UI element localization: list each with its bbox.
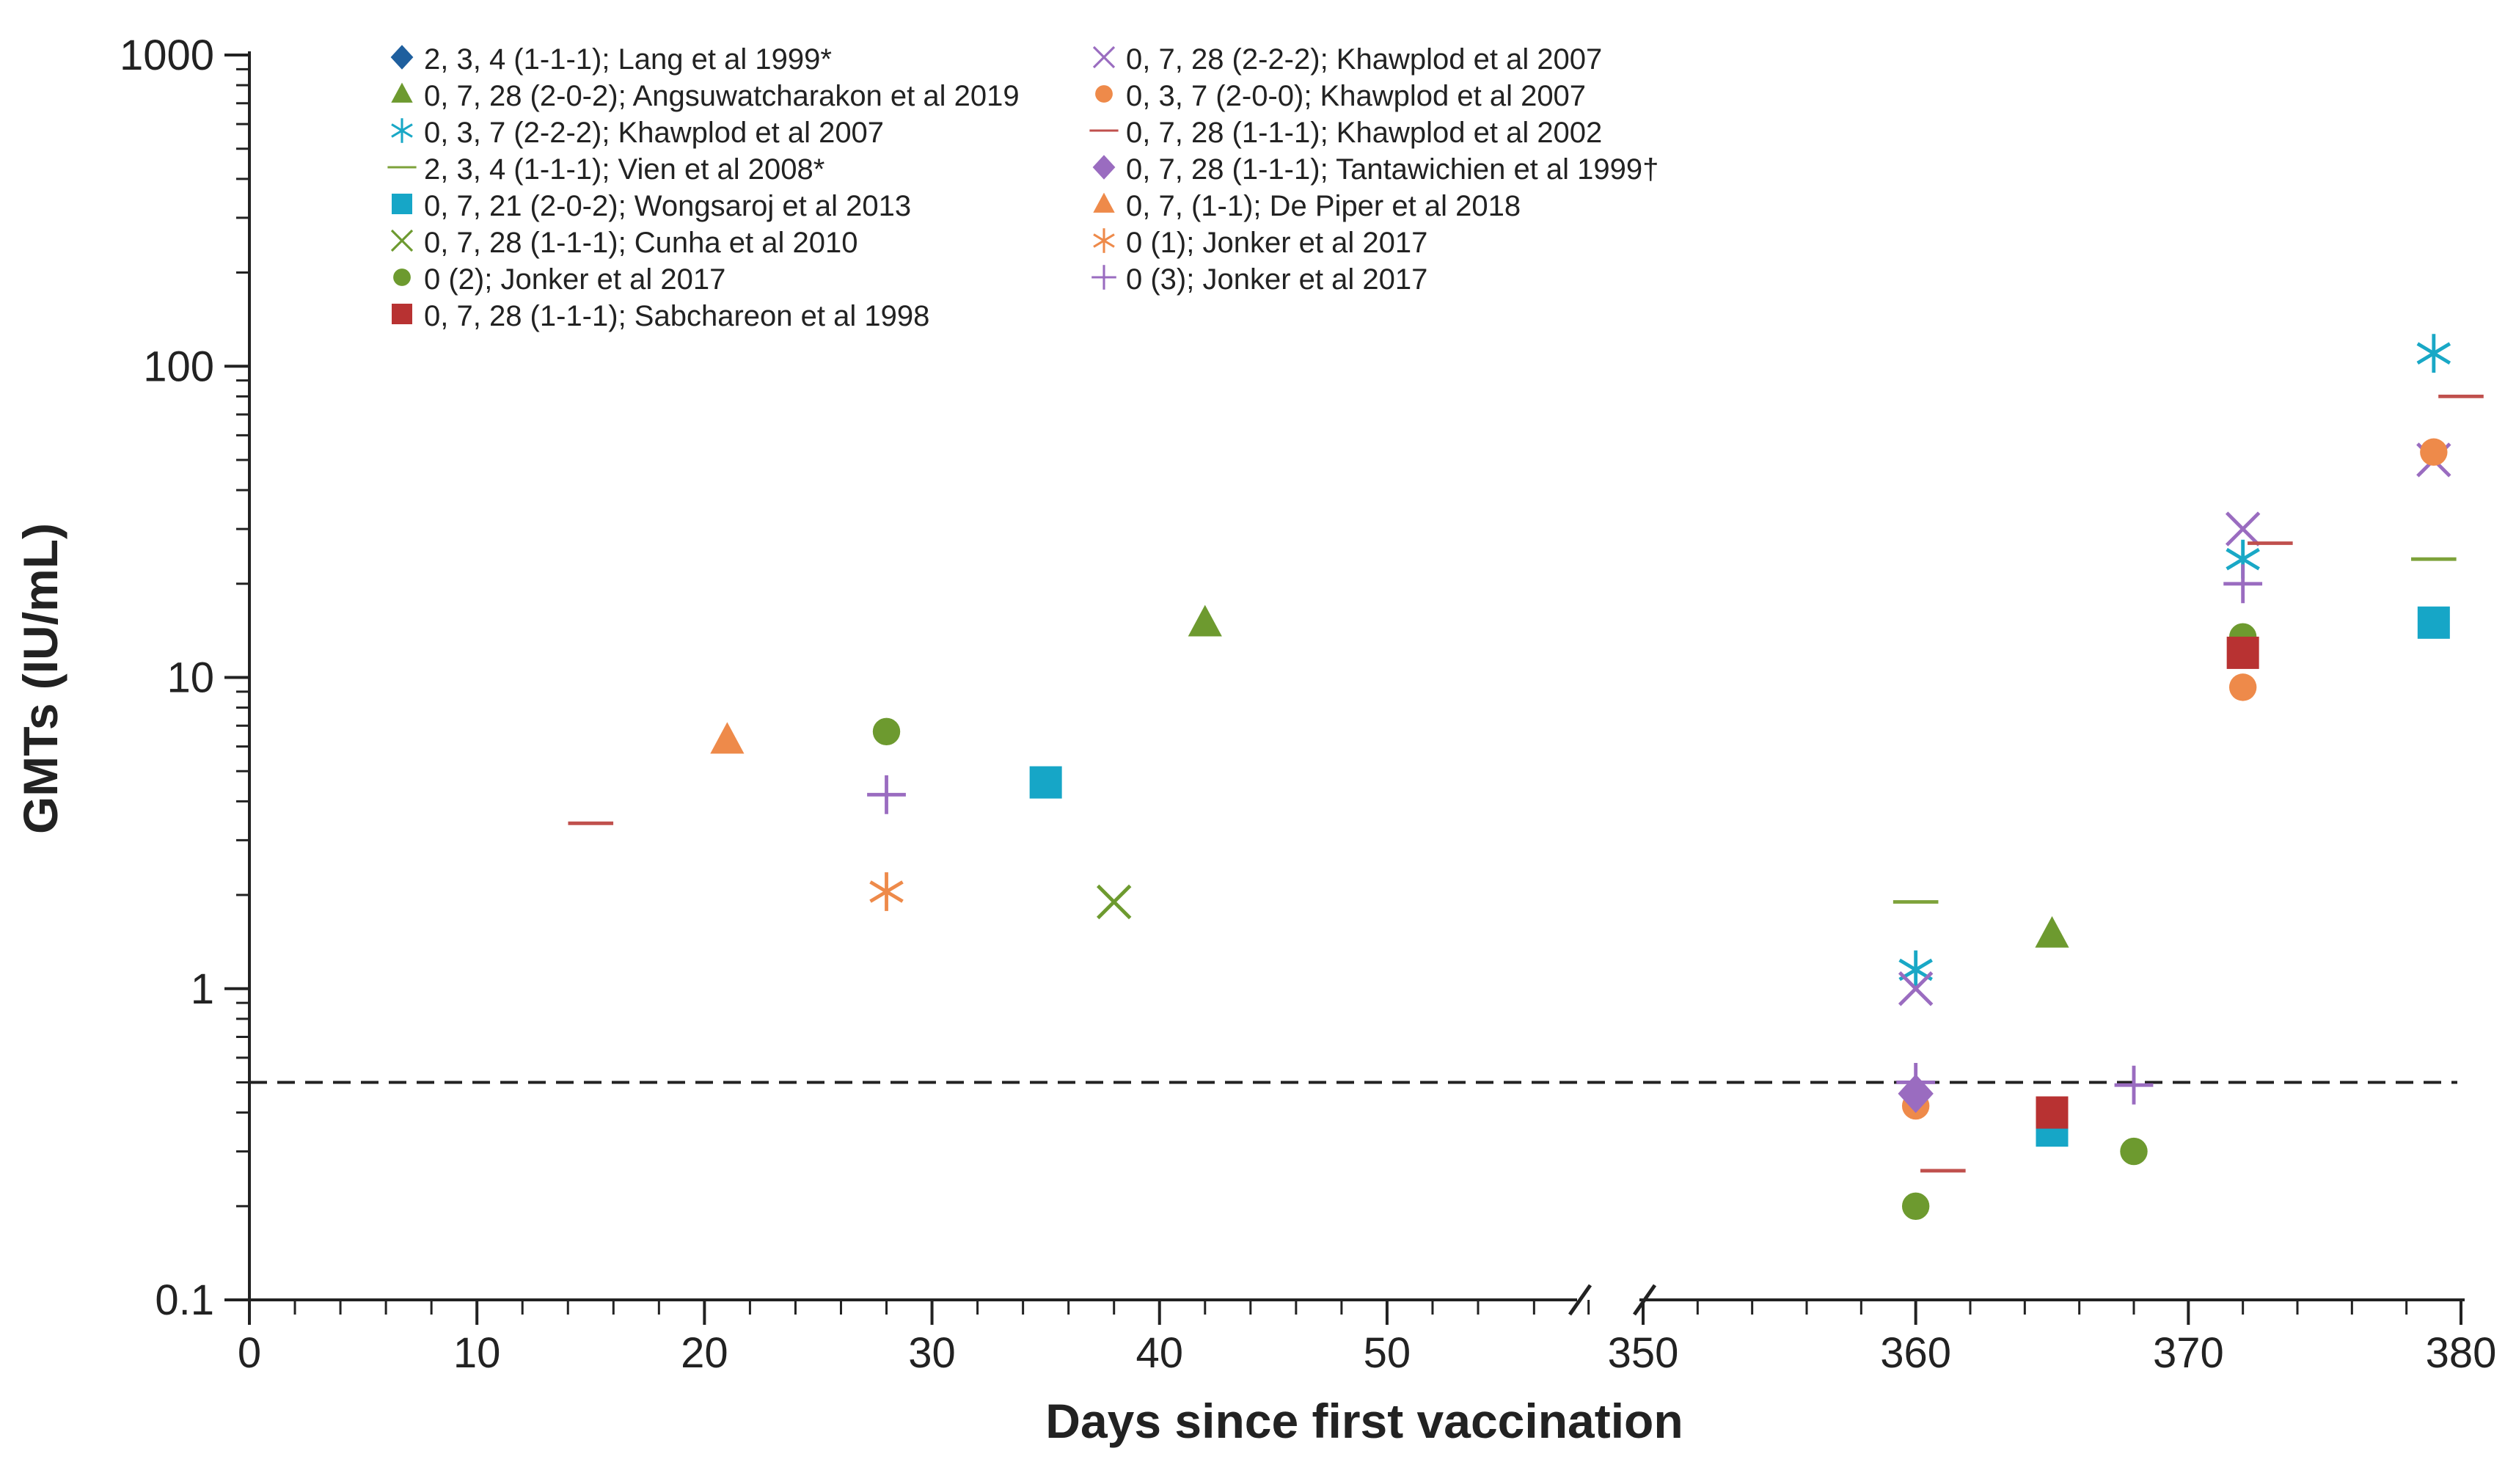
legend-entry: 0, 7, 28 (1-1-1); Khawplod et al 2002 <box>1126 117 1602 149</box>
legend-entry: 0, 7, (1-1); De Piper et al 2018 <box>1126 190 1521 222</box>
legend-entry: 0, 7, 21 (2-0-2); Wongsaroj et al 2013 <box>424 190 911 222</box>
x-axis-label: Days since first vaccination <box>1045 1394 1683 1448</box>
data-point <box>1029 766 1062 799</box>
data-point <box>1901 1192 1930 1220</box>
y-tick-label: 1 <box>191 965 214 1013</box>
legend-marker <box>390 229 414 252</box>
legend-entry: 2, 3, 4 (1-1-1); Vien et al 2008* <box>424 153 824 186</box>
legend-marker <box>1092 155 1116 180</box>
x-tick-label: 350 <box>1608 1329 1679 1377</box>
data-point <box>710 722 745 754</box>
data-point <box>2223 564 2263 604</box>
x-tick-label: 380 <box>2426 1329 2497 1377</box>
legend-entry: 0 (2); Jonker et al 2017 <box>424 263 725 296</box>
legend-marker <box>1093 228 1115 253</box>
legend-entry: 0, 7, 28 (2-2-2); Khawplod et al 2007 <box>1126 43 1602 76</box>
legend-entry: 0, 7, 28 (1-1-1); Tantawichien et al 199… <box>1126 153 1659 186</box>
data-point <box>2036 1096 2069 1129</box>
data-point <box>2416 334 2451 373</box>
legend: 2, 3, 4 (1-1-1); Lang et al 1999* 0, 7, 2… <box>387 43 1659 332</box>
data-point <box>872 717 901 745</box>
data-point <box>1898 971 1934 1006</box>
data-point <box>867 775 906 814</box>
legend-marker <box>1093 192 1115 213</box>
plot-area: 0.1 1 10 100 1000 0 10 20 30 40 50 350 360 370 380 <box>120 32 2496 1377</box>
data-point <box>1096 884 1132 920</box>
y-tick-label: 1000 <box>120 32 214 79</box>
axis-break-mark <box>1568 1284 1592 1316</box>
legend-marker <box>392 194 412 214</box>
y-tick-label: 0.1 <box>155 1276 214 1324</box>
y-tick-label: 10 <box>167 654 214 702</box>
legend-marker <box>391 118 413 143</box>
data-point <box>2120 1137 2148 1166</box>
legend-marker <box>1091 265 1116 290</box>
x-tick-label: 0 <box>238 1329 261 1377</box>
data-point <box>2114 1065 2154 1105</box>
legend-marker <box>1095 85 1113 103</box>
data-point <box>1896 1063 1936 1102</box>
legend-entry: 0, 7, 28 (2-0-2); Angsuwatcharakon et al… <box>424 80 1020 112</box>
data-point <box>1188 604 1222 637</box>
data-point <box>2228 673 2257 701</box>
data-point <box>2226 636 2259 669</box>
legend-marker <box>390 45 414 70</box>
y-tick-label: 100 <box>143 343 214 390</box>
x-tick-label: 20 <box>681 1329 728 1377</box>
data-point <box>2420 438 2448 466</box>
x-tick-label: 360 <box>1880 1329 1951 1377</box>
data-point <box>2225 511 2261 547</box>
legend-marker <box>393 268 411 286</box>
x-tick-label: 370 <box>2153 1329 2224 1377</box>
legend-entry: 0, 7, 28 (1-1-1); Sabchareon et al 1998 <box>424 300 929 332</box>
legend-marker <box>391 82 413 103</box>
data-point <box>869 872 904 911</box>
data-point <box>2417 606 2450 639</box>
legend-entry: 2, 3, 4 (1-1-1); Lang et al 1999* <box>424 43 832 76</box>
y-axis-label: GMTs (IU/mL) <box>13 523 67 834</box>
data-point <box>2035 915 2069 948</box>
legend-entry: 0, 3, 7 (2-0-0); Khawplod et al 2007 <box>1126 80 1586 112</box>
legend-entry: 0 (3); Jonker et al 2017 <box>1126 263 1427 296</box>
legend-entry: 0, 7, 28 (1-1-1); Cunha et al 2010 <box>424 227 857 259</box>
legend-entry: 0 (1); Jonker et al 2017 <box>1126 227 1427 259</box>
legend-marker <box>1092 45 1116 69</box>
data-point <box>1898 950 1933 990</box>
x-tick-label: 50 <box>1364 1329 1411 1377</box>
x-tick-label: 10 <box>453 1329 501 1377</box>
x-tick-label: 30 <box>908 1329 956 1377</box>
legend-entry: 0, 3, 7 (2-2-2); Khawplod et al 2007 <box>424 117 884 149</box>
x-tick-label: 40 <box>1136 1329 1183 1377</box>
legend-marker <box>392 304 412 324</box>
